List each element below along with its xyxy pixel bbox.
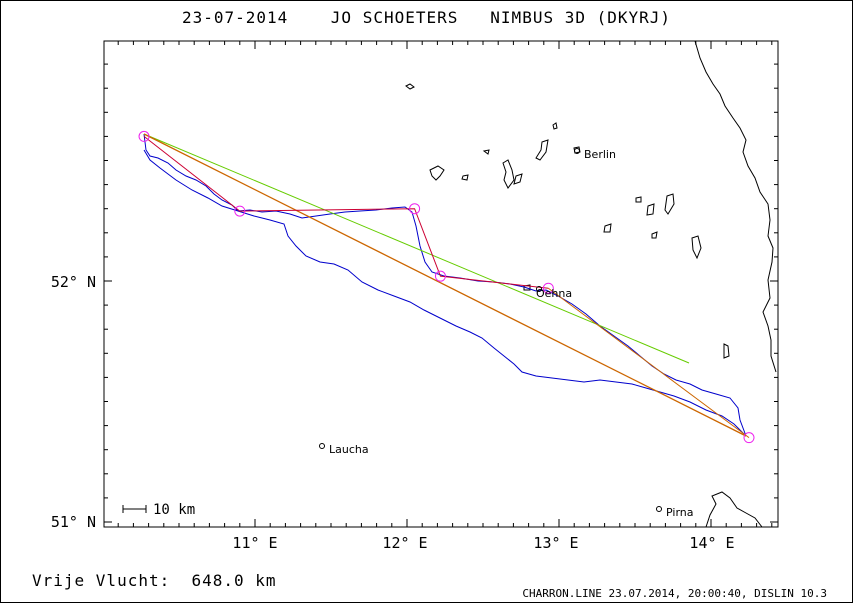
city-dot-laucha [319,443,325,449]
lake-11 [646,203,655,216]
turnpoint-circle [409,203,421,215]
turnpoint-circle [234,205,246,217]
lake-13 [603,223,612,233]
lake-1 [405,83,415,90]
turnpoint-circle [434,270,446,282]
city-label-oehna: Oehna [536,287,572,300]
optimum-line [143,133,690,364]
city-dot-berlin [574,148,580,154]
free-flight-distance: Vrije Vlucht: 648.0 km [32,571,277,590]
lake-14 [651,231,658,239]
lake-9 [461,174,469,181]
gps-track [143,133,747,437]
scale-bar: 10 km [122,502,195,518]
southern-border-line [705,491,763,528]
lon-label-13: 13° E [533,534,578,552]
lon-label-12: 12° E [382,534,427,552]
lake-5 [482,149,490,155]
lat-label-52: 52° N [51,273,96,291]
page-title: 23-07-2014 JO SCHOETERS NIMBUS 3D (DKYRJ… [181,8,672,27]
turnpoint-circle [542,282,554,294]
turnpoint-circle [743,432,755,444]
lake-17 [723,343,730,359]
city-dot-pirna [656,506,662,512]
city-label-laucha: Laucha [329,443,369,456]
city-label-pirna: Pirna [666,506,694,519]
lake-8 [429,165,445,181]
lake-16 [523,284,531,291]
turnpoints [138,130,755,444]
lake-12 [664,193,675,215]
city-markers: Berlin Oehna Laucha Pirna [319,148,694,519]
eastern-border-line [694,40,777,373]
task-route [143,136,549,289]
lon-label-11: 11° E [232,534,277,552]
city-dot-oehna [536,286,542,292]
scale-bar-label: 10 km [153,502,195,518]
map-frame [103,40,779,528]
axis-ticks [104,41,778,527]
city-label-berlin: Berlin [584,148,616,161]
lake-3 [535,139,549,161]
lat-label-51: 51° N [51,513,96,531]
lon-label-14: 14° E [689,534,734,552]
task-route-segment [548,287,750,439]
free-flight-line [143,133,747,437]
lake-10 [635,196,642,203]
footer-credit: CHARRON.LINE 23.07.2014, 20:00:40, DISLI… [522,587,827,600]
geography-outlines [405,40,777,528]
turnpoint-circle [138,130,150,142]
lake-15 [691,235,702,260]
lake-6 [502,159,515,189]
lake-7 [513,173,523,185]
lake-2 [552,122,558,130]
